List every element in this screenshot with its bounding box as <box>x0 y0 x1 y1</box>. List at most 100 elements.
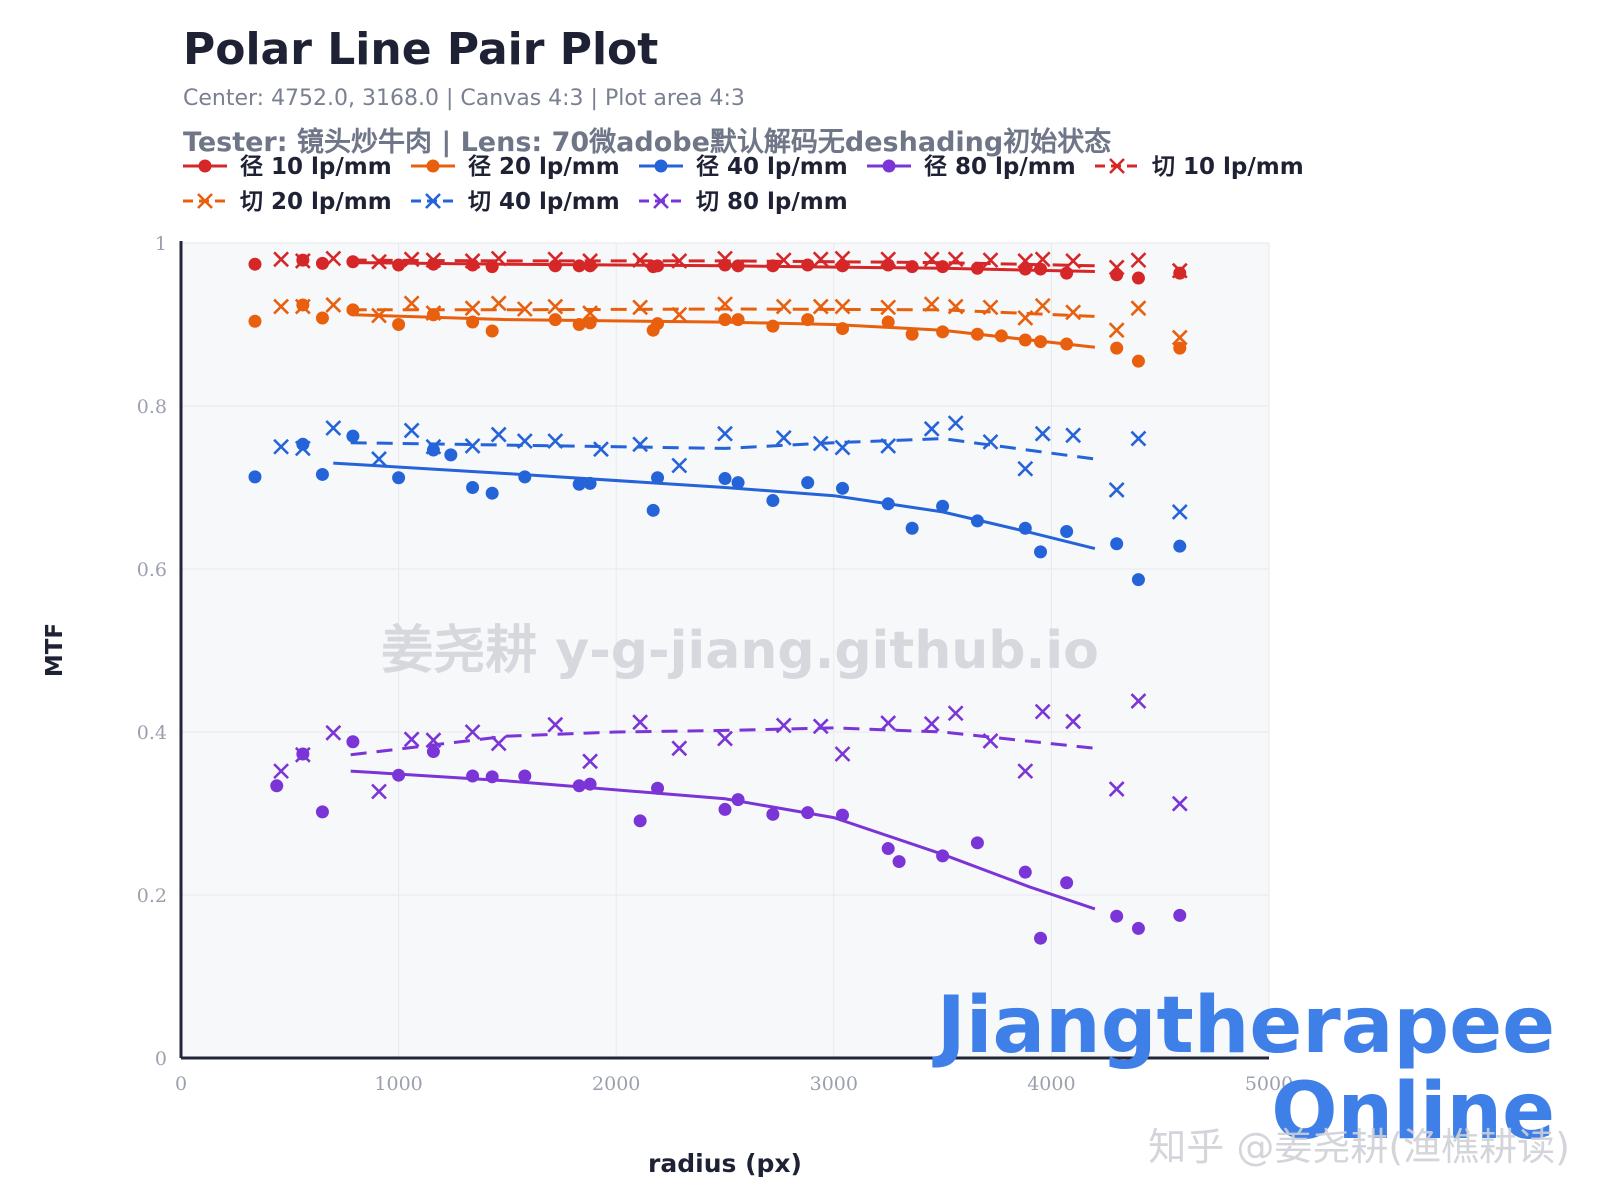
data-point <box>801 313 815 327</box>
data-point <box>881 842 895 856</box>
data-point <box>671 457 688 474</box>
data-point-stroke <box>593 441 609 458</box>
data-point-stroke <box>582 753 599 770</box>
data-point-stroke <box>1065 253 1082 269</box>
data-point <box>273 251 290 268</box>
data-point-stroke <box>671 457 688 474</box>
x-tick-label: 1000 <box>374 1073 422 1095</box>
y-axis-title: MTF <box>42 623 68 677</box>
data-point <box>1018 521 1032 535</box>
data-point-stroke <box>273 763 290 780</box>
x-tick-label: 0 <box>175 1073 187 1095</box>
data-point <box>812 718 829 735</box>
data-point <box>425 305 442 322</box>
data-point <box>444 448 458 462</box>
data-point-stroke <box>582 305 599 322</box>
data-point-stroke <box>325 250 342 267</box>
data-point-stroke <box>371 451 387 467</box>
data-point <box>464 438 481 454</box>
data-point-stroke <box>1017 310 1034 326</box>
data-point-stroke <box>273 438 290 455</box>
legend-item: 径 20 lp/mm <box>411 154 620 180</box>
data-point <box>1110 537 1124 551</box>
data-point-stroke <box>923 251 940 268</box>
x-tick-label: 3000 <box>810 1073 858 1095</box>
data-point-stroke <box>923 715 940 732</box>
series-5 <box>273 295 1188 346</box>
data-point-stroke <box>717 296 733 313</box>
data-point <box>1131 354 1145 368</box>
data-point <box>403 422 420 439</box>
data-point <box>1108 322 1125 339</box>
data-point <box>994 329 1008 343</box>
legend-swatch-marker-stroke <box>425 193 441 209</box>
data-point <box>632 299 649 316</box>
data-point-stroke <box>294 746 311 763</box>
data-point <box>248 257 262 271</box>
data-point-stroke <box>425 732 442 749</box>
data-point-stroke <box>490 295 507 312</box>
plot-background <box>181 243 1269 1058</box>
data-point-stroke <box>982 299 999 316</box>
data-point <box>947 251 964 268</box>
data-point-stroke <box>717 730 733 747</box>
data-point <box>516 301 533 317</box>
data-point <box>651 781 665 795</box>
legend-item: 切 10 lp/mm <box>1095 154 1304 180</box>
data-point <box>572 779 586 793</box>
data-point-stroke <box>582 253 599 269</box>
data-point <box>273 298 290 315</box>
data-point <box>1034 335 1048 349</box>
data-point <box>717 250 733 267</box>
data-point <box>1034 425 1051 442</box>
tester-line: Tester: 镜头炒牛肉 | Lens: 70微adobe默认解码无desha… <box>183 127 1112 158</box>
data-point <box>1130 300 1147 317</box>
data-point <box>490 426 507 443</box>
data-point <box>294 253 311 269</box>
data-point <box>294 746 311 763</box>
data-point-stroke <box>834 250 851 267</box>
x-axis-title: radius (px) <box>648 1149 802 1178</box>
data-point-stroke <box>717 250 733 267</box>
data-point <box>325 250 342 267</box>
legend-swatch-marker <box>426 159 440 173</box>
data-point <box>1108 259 1125 276</box>
legend-swatch-marker <box>882 159 896 173</box>
data-point <box>490 295 507 312</box>
data-point-stroke <box>1034 251 1051 268</box>
data-point <box>880 715 897 731</box>
data-point <box>270 779 284 793</box>
data-point <box>1171 504 1188 520</box>
data-point <box>1171 262 1188 279</box>
x-tick-label: 5000 <box>1245 1073 1293 1095</box>
y-tick-label: 1 <box>155 233 167 255</box>
data-point <box>651 259 665 273</box>
data-point <box>1130 252 1147 269</box>
series-fit-line <box>350 258 1095 268</box>
data-point <box>892 855 906 869</box>
data-point <box>1018 333 1032 347</box>
data-point <box>632 252 649 269</box>
data-point <box>593 441 609 458</box>
data-point <box>1034 251 1051 268</box>
data-point <box>1131 271 1145 285</box>
data-point <box>583 476 597 490</box>
data-point <box>490 735 507 752</box>
data-point-stroke <box>880 251 897 268</box>
data-point <box>1017 253 1034 269</box>
data-point-stroke <box>1130 300 1147 317</box>
data-point <box>718 802 732 816</box>
data-point <box>1034 703 1051 720</box>
legend-label: 切 80 lp/mm <box>696 189 848 215</box>
data-point <box>582 253 599 269</box>
series-fit-line <box>350 726 1096 757</box>
data-point <box>547 251 564 268</box>
data-point <box>947 415 964 432</box>
data-point-stroke <box>516 433 533 449</box>
data-point <box>371 253 387 270</box>
data-point-stroke <box>947 298 964 315</box>
data-point-stroke <box>1065 304 1082 321</box>
data-point-stroke <box>632 714 649 731</box>
legend-swatch-marker <box>198 159 212 173</box>
data-point <box>717 296 733 313</box>
